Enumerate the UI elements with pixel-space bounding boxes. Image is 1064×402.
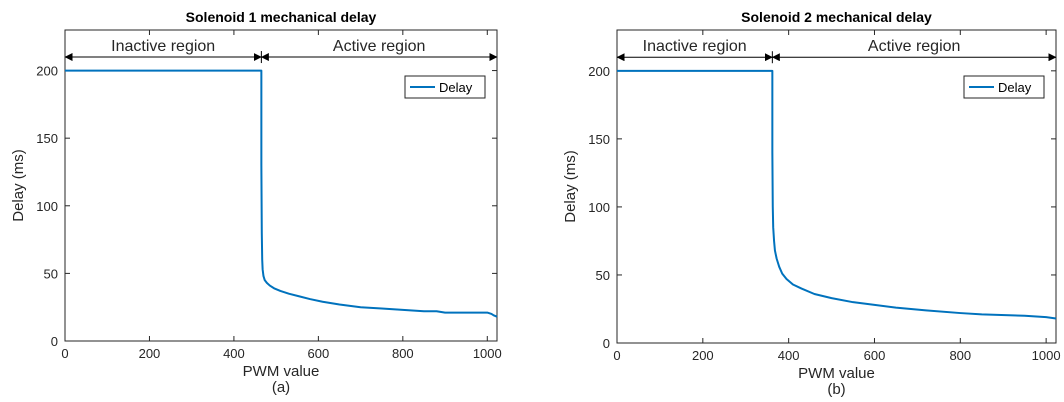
x-tick-label: 0 [613, 348, 620, 363]
chart-panel-2: Solenoid 2 mechanical delay 0 200 400 600 800… [562, 9, 1061, 398]
y-tick-label: 100 [588, 200, 610, 215]
x-axis-label: PWM value [243, 363, 320, 380]
series-line-delay [65, 69, 498, 318]
legend-entry: Delay [998, 80, 1032, 95]
plot-area-frame [64, 29, 498, 342]
y-tick-label: 200 [36, 64, 58, 79]
y-axis-label: Delay (ms) [562, 150, 579, 223]
x-tick-label: 200 [139, 346, 161, 361]
y-tick-label: 0 [603, 336, 610, 351]
x-tick-label: 600 [864, 348, 886, 363]
y-axis-label: Delay (ms) [10, 149, 27, 222]
chart-title: Solenoid 1 mechanical delay [186, 9, 377, 25]
x-tick-label: 800 [392, 346, 414, 361]
x-tick-label: 800 [949, 348, 971, 363]
panel-caption: (a) [272, 379, 290, 396]
x-tick-label: 600 [308, 346, 330, 361]
y-tick-label: 150 [36, 131, 58, 146]
y-tick-label: 50 [44, 266, 58, 281]
panel-caption: (b) [827, 381, 845, 398]
y-tick-label: 0 [51, 334, 58, 349]
series-line-delay [617, 69, 1057, 320]
x-tick-label: 200 [692, 348, 714, 363]
legend: Delay [404, 75, 486, 99]
y-tick-label: 50 [596, 268, 610, 283]
plot-area-frame [616, 29, 1057, 344]
y-tick-label: 100 [36, 199, 58, 214]
y-tick-label: 150 [588, 132, 610, 147]
x-tick-label: 1000 [473, 346, 502, 361]
x-tick-label: 0 [61, 346, 68, 361]
x-tick-label: 400 [223, 346, 245, 361]
x-axis-label: PWM value [798, 365, 875, 382]
chart-panel-1: Solenoid 1 mechanical delay 0 200 400 600 800… [10, 9, 502, 396]
y-tick-label: 200 [588, 64, 610, 79]
region-label: Inactive region [643, 38, 747, 55]
region-label: Inactive region [111, 38, 215, 55]
region-label: Active region [333, 38, 426, 55]
x-tick-label: 1000 [1032, 348, 1061, 363]
legend-box [404, 75, 486, 99]
legend-entry: Delay [439, 80, 473, 95]
chart-title: Solenoid 2 mechanical delay [741, 9, 932, 25]
legend-box [963, 75, 1045, 99]
region-label: Active region [868, 38, 961, 55]
legend: Delay [963, 75, 1045, 99]
x-tick-label: 400 [778, 348, 800, 363]
